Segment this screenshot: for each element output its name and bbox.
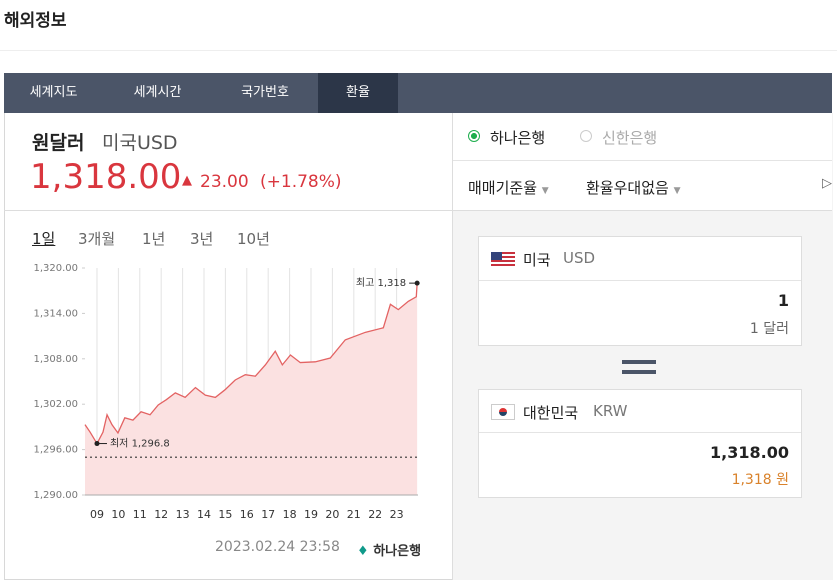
to-box: 대한민국 KRW 1,318.00 1,318 원 (478, 389, 802, 498)
period-option[interactable]: 3년 (190, 230, 214, 248)
radio-label[interactable]: 하나은행 (490, 129, 546, 147)
from-country: 미국 (523, 251, 551, 269)
x-tick-label: 12 (154, 508, 168, 521)
bank-logo-text: 하나은행 (373, 544, 422, 559)
radio-label[interactable]: 신한은행 (602, 129, 658, 147)
x-tick-label: 13 (176, 508, 190, 521)
period-option[interactable]: 1일 (32, 230, 56, 248)
annotation: 최고 1,318 (356, 277, 406, 289)
period-option[interactable]: 10년 (237, 230, 270, 248)
y-tick-label: 1,320.00 (33, 263, 78, 274)
equals-icon (622, 360, 656, 364)
y-tick-label: 1,296.00 (33, 445, 78, 456)
area (85, 283, 418, 495)
x-tick-label: 11 (133, 508, 147, 521)
radio[interactable] (580, 130, 592, 142)
divider (0, 50, 837, 51)
x-tick-label: 18 (283, 508, 297, 521)
from-box: 미국 USD 1 1 달러 (478, 236, 802, 346)
x-tick-label: 09 (90, 508, 104, 521)
logo-icon: ♦ (357, 544, 369, 559)
y-tick-label: 1,302.00 (33, 399, 78, 410)
tab[interactable]: 환율 (318, 73, 398, 113)
x-tick-label: 20 (325, 508, 339, 521)
period-option[interactable]: 1년 (142, 230, 166, 248)
tab-bar (4, 73, 832, 113)
divider (453, 210, 832, 211)
quote-change: 23.00 (200, 172, 249, 192)
x-tick-label: 16 (240, 508, 254, 521)
dropdown[interactable]: 매매기준율 ▼ (468, 179, 549, 197)
to-country: 대한민국 (523, 404, 579, 422)
y-tick-label: 1,290.00 (33, 490, 78, 501)
flag-kr (491, 404, 515, 420)
timestamp: 2023.02.24 23:58 (215, 539, 340, 555)
divider (4, 210, 452, 211)
x-tick-label: 21 (347, 508, 361, 521)
quote-code: 미국USD (102, 132, 178, 154)
x-tick-label: 17 (261, 508, 275, 521)
y-tick-label: 1,314.00 (33, 308, 78, 319)
up-arrow: ▲ (182, 173, 192, 188)
cursor: ▷ (822, 176, 832, 191)
to-amount: 1,318.00 (710, 443, 789, 462)
chart: 09 10 11 12 13 14 15 16 17 18 19 20 21 22 23 1,290.00 1,… (33, 263, 420, 521)
tab[interactable]: 세계지도 (29, 85, 78, 100)
annotation: 최저 1,296.8 (110, 438, 170, 450)
quote-price: 1,318.00 (30, 157, 182, 197)
from-amount[interactable]: 1 (777, 291, 789, 310)
x-tick-label: 14 (197, 508, 211, 521)
to-unit: 1,318 원 (731, 472, 789, 488)
y-tick-label: 1,308.00 (33, 354, 78, 365)
x-tick-label: 10 (111, 508, 125, 521)
equals-icon (622, 370, 656, 374)
quote-name: 원달러 (32, 132, 85, 154)
from-code: USD (563, 249, 596, 267)
dropdown-text: 매매기준율 (468, 179, 538, 197)
tab[interactable]: 국가번호 (241, 85, 289, 100)
dropdown[interactable]: 환율우대없음 ▼ (586, 179, 681, 197)
period-option[interactable]: 3개월 (78, 230, 116, 248)
x-tick-label: 22 (368, 508, 382, 521)
divider (479, 280, 801, 281)
quote-change-pct: (+1.78%) (260, 172, 342, 192)
bank-logo: ♦ 하나은행 (357, 540, 421, 559)
line (84, 283, 418, 445)
divider (453, 160, 832, 161)
divider (479, 432, 801, 433)
from-unit: 1 달러 (749, 321, 789, 337)
to-code: KRW (593, 402, 628, 420)
converter-options (453, 113, 832, 210)
radio[interactable] (468, 130, 480, 142)
tab[interactable]: 세계시간 (133, 85, 182, 100)
page-title: 해외정보 (4, 11, 67, 31)
flag-us (491, 252, 515, 266)
x-tick-label: 23 (390, 508, 404, 521)
dropdown-text: 환율우대없음 (586, 179, 669, 197)
x-tick-label: 15 (218, 508, 232, 521)
x-tick-label: 19 (304, 508, 318, 521)
